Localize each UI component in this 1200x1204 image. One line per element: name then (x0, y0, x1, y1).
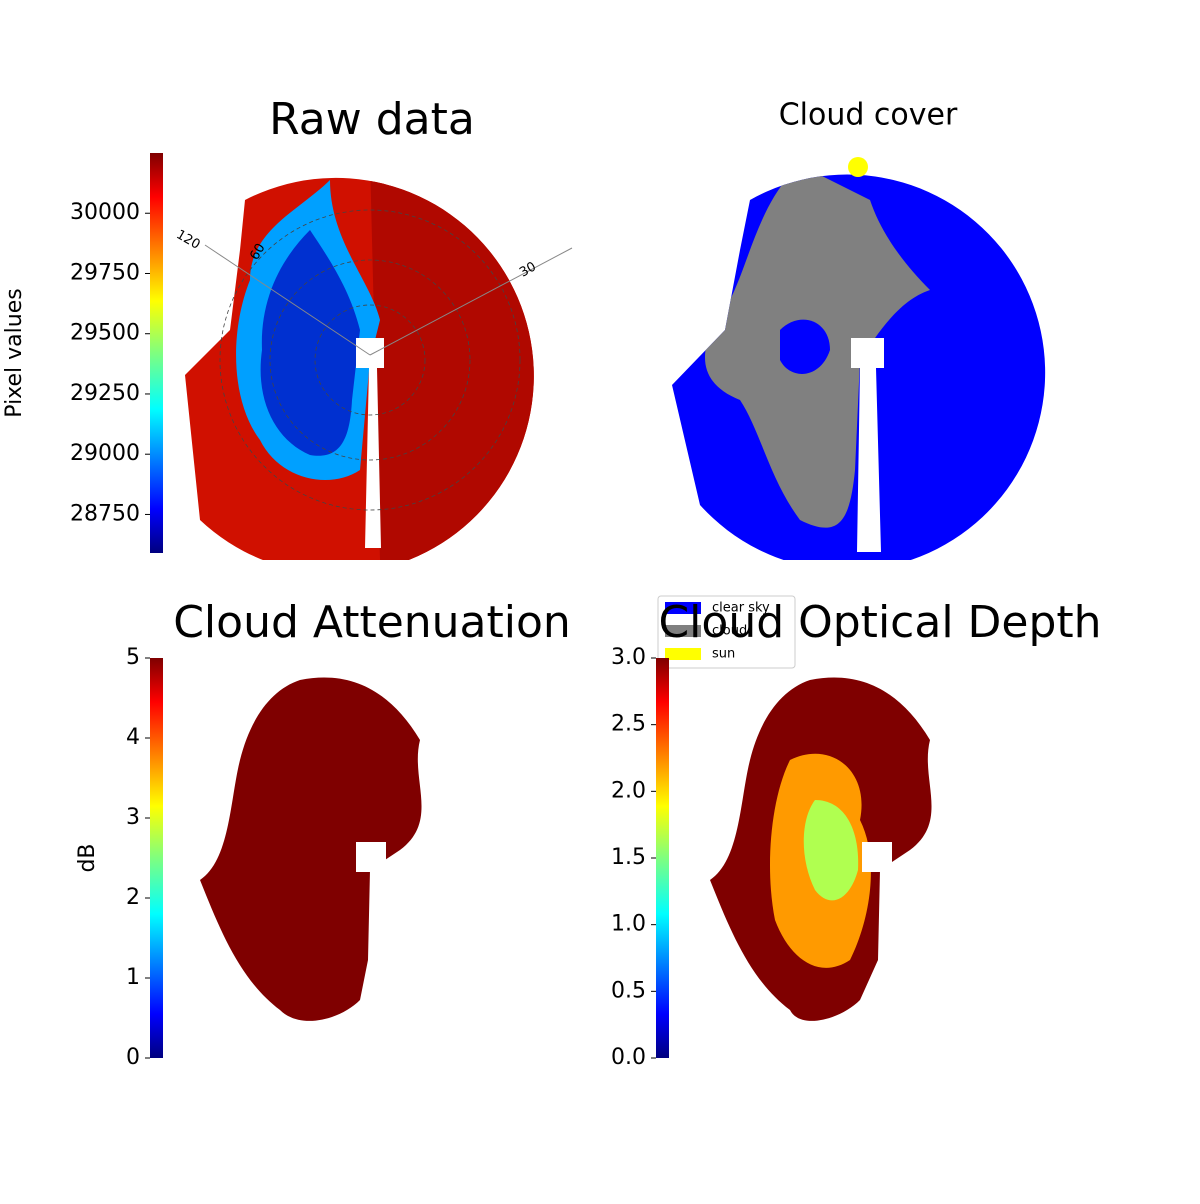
colorbar-tick-label: 29000 (70, 441, 140, 466)
colorbar-tick-label: 28750 (70, 501, 140, 526)
attenuation-image (200, 677, 422, 1021)
colorbar-tick-label: 3 (126, 805, 140, 830)
mast (862, 842, 892, 872)
polar-axis (204, 244, 371, 356)
colorbar-tick-label: 0.0 (611, 1045, 646, 1070)
panel-title: Cloud cover (779, 98, 958, 133)
mast (356, 842, 386, 872)
legend-label: cloud (712, 624, 747, 639)
legend-swatch (665, 625, 701, 637)
colorbar-tick-label: 29750 (70, 260, 140, 285)
colorbar-tick-label: 2.5 (611, 712, 646, 737)
colorbar (656, 658, 669, 1058)
colorbar-label: dB (75, 843, 100, 872)
colorbar-tick-label: 29250 (70, 381, 140, 406)
legend-label: clear sky (712, 601, 770, 616)
mast (851, 338, 884, 552)
colorbar (150, 658, 163, 1058)
sun-marker (848, 157, 868, 177)
colorbar-tick-label: 0.5 (611, 978, 646, 1003)
colorbar-tick-label: 2.0 (611, 778, 646, 803)
colorbar-tick-label: 2 (126, 885, 140, 910)
optical-depth-image (803, 800, 859, 901)
colorbar-tick-label: 1.0 (611, 912, 646, 937)
colorbar-tick-label: 5 (126, 645, 140, 670)
panel-title: Cloud Attenuation (173, 597, 571, 648)
mast (356, 338, 384, 548)
colorbar-tick-label: 29500 (70, 321, 140, 346)
colorbar-tick-label: 4 (126, 725, 140, 750)
colorbar-label: Pixel values (2, 288, 27, 417)
polar-label: 30 (517, 259, 539, 280)
colorbar-tick-label: 1 (126, 965, 140, 990)
panel-title: Raw data (269, 94, 475, 145)
colorbar-tick-label: 0 (126, 1045, 140, 1070)
colorbar-tick-label: 30000 (70, 200, 140, 225)
legend-label: sun (712, 647, 735, 662)
legend-swatch (665, 602, 701, 614)
colorbar-tick-label: 1.5 (611, 845, 646, 870)
colorbar-tick-label: 3.0 (611, 645, 646, 670)
panel-title: Cloud Optical Depth (658, 597, 1101, 648)
legend-swatch (665, 648, 701, 660)
polar-axis (369, 247, 573, 356)
polar-grid (219, 209, 521, 511)
polar-label: 60 (247, 241, 268, 263)
polar-label: 120 (173, 227, 202, 252)
colorbar (150, 153, 163, 553)
